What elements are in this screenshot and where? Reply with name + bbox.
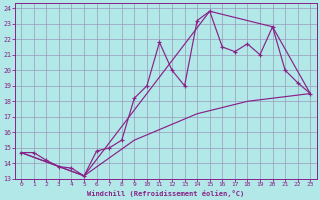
- X-axis label: Windchill (Refroidissement éolien,°C): Windchill (Refroidissement éolien,°C): [87, 190, 244, 197]
